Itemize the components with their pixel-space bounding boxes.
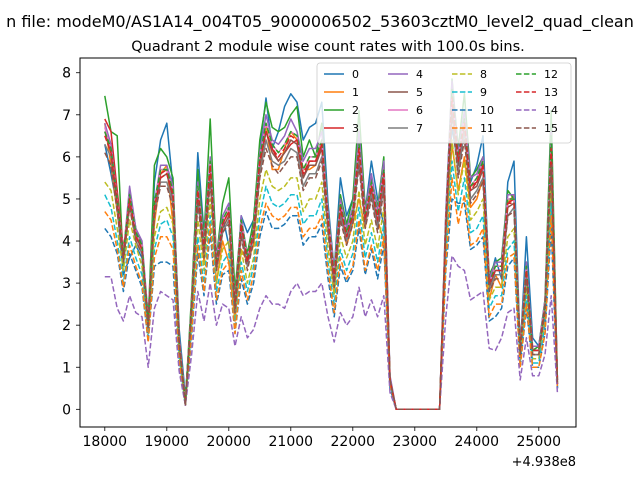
legend-entry: 14	[516, 104, 558, 117]
x-tick: 20000	[207, 427, 252, 450]
legend-entry: 15	[516, 122, 558, 135]
legend-entry: 2	[324, 104, 359, 117]
figure-suptitle: n file: modeM0/AS1A14_004T05_9000006502_…	[6, 12, 634, 32]
legend-entry: 1	[324, 86, 359, 99]
legend-label: 13	[544, 86, 558, 99]
legend-entry: 9	[452, 86, 487, 99]
y-tick: 2	[62, 318, 80, 334]
legend-label: 3	[352, 122, 359, 135]
series-line-13	[104, 97, 559, 411]
series-line-14	[104, 255, 559, 411]
y-tick: 1	[62, 360, 80, 376]
legend-entry: 11	[452, 122, 494, 135]
legend-entry: 10	[452, 104, 494, 117]
legend-label: 1	[352, 86, 359, 99]
x-tick-label: 21000	[269, 434, 314, 450]
legend-entry: 12	[516, 68, 558, 81]
y-tick-label: 5	[62, 192, 71, 208]
y-tick-label: 8	[62, 66, 71, 82]
y-tick: 5	[62, 192, 80, 208]
legend-label: 0	[352, 68, 359, 81]
chart-title: Quadrant 2 module wise count rates with …	[131, 39, 525, 55]
x-tick: 22000	[331, 427, 376, 450]
legend-entry: 4	[388, 68, 423, 81]
legend-label: 7	[416, 122, 423, 135]
legend-box	[316, 62, 572, 144]
legend-label: 8	[480, 68, 487, 81]
y-tick-label: 0	[62, 402, 71, 418]
legend-entry: 3	[324, 122, 359, 135]
series-line-9	[104, 160, 559, 411]
x-tick-label: 23000	[393, 434, 438, 450]
x-axis: 18000 19000 20000 21000 22000 23000 24000 25000	[83, 427, 562, 450]
x-tick: 19000	[145, 427, 190, 450]
series-layer	[104, 78, 559, 411]
legend-entry: 6	[388, 104, 423, 117]
legend-label: 14	[544, 104, 558, 117]
y-tick-label: 2	[62, 318, 71, 334]
series-line-10	[104, 198, 559, 411]
legend-entry: 0	[324, 68, 359, 81]
x-tick-label: 22000	[331, 434, 376, 450]
series-line-15	[104, 114, 559, 411]
y-tick: 3	[62, 276, 80, 292]
x-offset-label: +4.938e8	[512, 455, 576, 470]
legend-label: 11	[480, 122, 494, 135]
x-tick-label: 20000	[207, 434, 252, 450]
y-tick: 6	[62, 150, 80, 166]
x-tick: 18000	[83, 427, 128, 450]
y-tick: 0	[62, 402, 80, 418]
x-tick-label: 25000	[517, 434, 562, 450]
legend-label: 12	[544, 68, 558, 81]
legend-entry: 5	[388, 86, 423, 99]
x-tick: 21000	[269, 427, 314, 450]
y-tick-label: 6	[62, 150, 71, 166]
y-tick: 7	[62, 108, 80, 124]
y-tick-label: 1	[62, 360, 71, 376]
series-line-11	[104, 177, 559, 411]
legend-entry: 13	[516, 86, 558, 99]
y-tick: 4	[62, 234, 80, 250]
legend-label: 15	[544, 122, 558, 135]
y-tick: 8	[62, 66, 80, 82]
x-tick-label: 24000	[455, 434, 500, 450]
legend-label: 2	[352, 104, 359, 117]
x-tick: 25000	[517, 427, 562, 450]
x-tick: 24000	[455, 427, 500, 450]
y-tick-label: 3	[62, 276, 71, 292]
plot-frame	[79, 57, 577, 428]
legend-label: 5	[416, 86, 423, 99]
x-tick-label: 18000	[83, 434, 128, 450]
legend-label: 4	[416, 68, 423, 81]
y-tick-label: 7	[62, 108, 71, 124]
y-axis: 0 1 2 3 4 5 6 7 8	[62, 66, 80, 418]
legend-entry: 7	[388, 122, 423, 135]
legend-label: 10	[480, 104, 494, 117]
x-tick: 23000	[393, 427, 438, 450]
legend-label: 6	[416, 104, 423, 117]
legend-entry: 8	[452, 68, 487, 81]
x-tick-label: 19000	[145, 434, 190, 450]
legend-label: 9	[480, 86, 487, 99]
y-tick-label: 4	[62, 234, 71, 250]
